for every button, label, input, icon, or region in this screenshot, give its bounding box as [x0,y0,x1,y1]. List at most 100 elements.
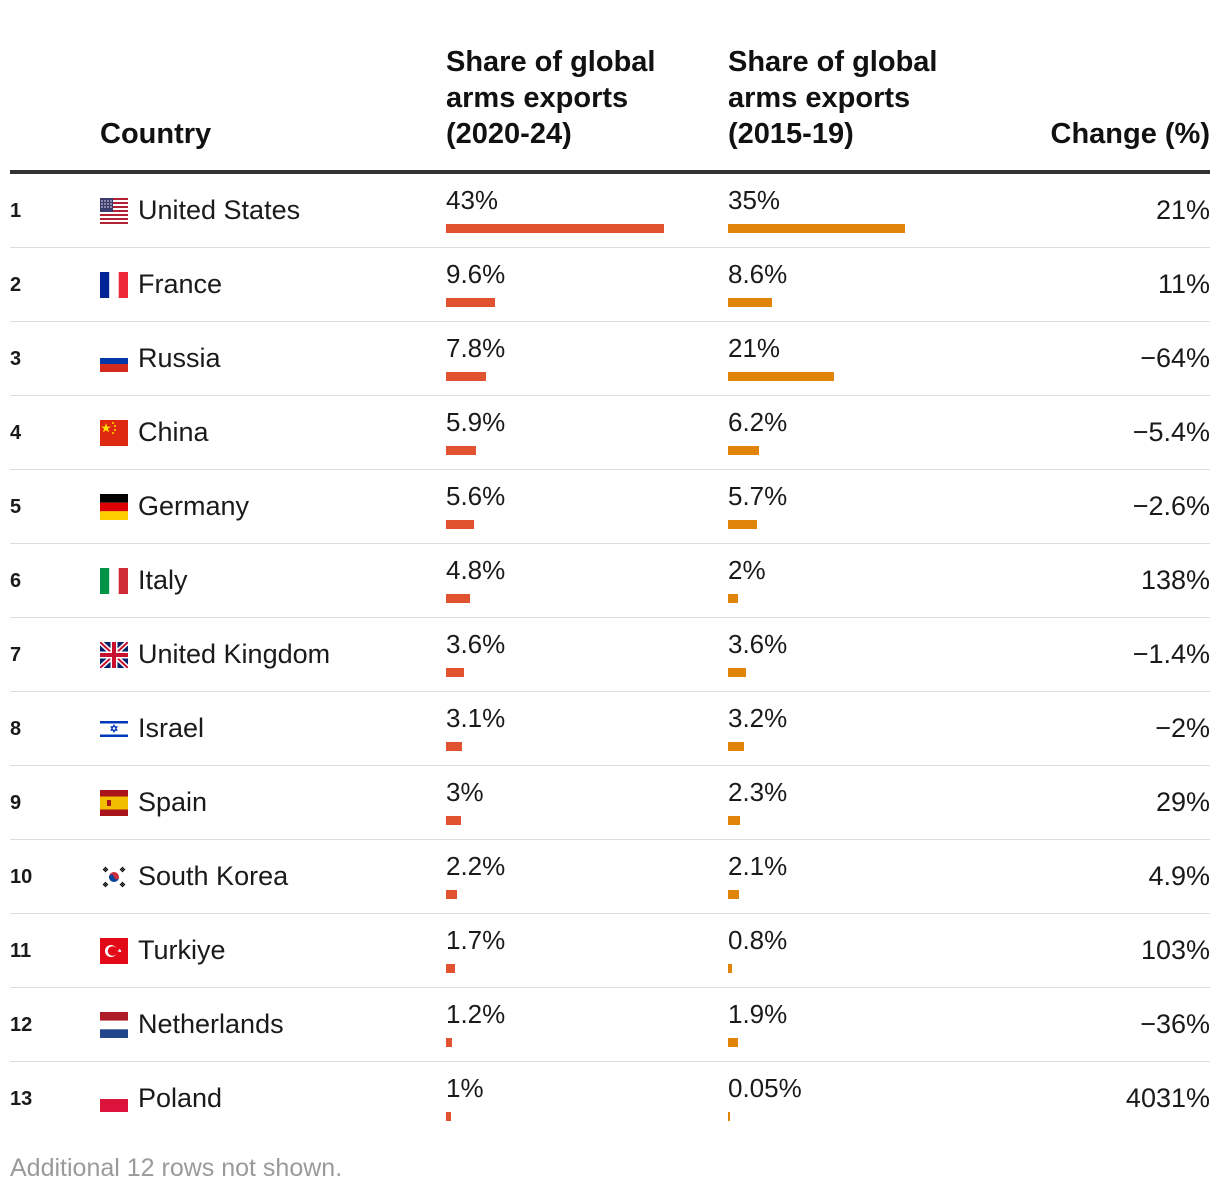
uk-flag-icon [100,642,128,668]
rank-label: 1 [10,200,22,222]
header-country[interactable]: Country [100,118,212,150]
share-2015-19-label: 2% [728,555,766,585]
poland-flag-icon [100,1086,128,1112]
share-2015-19-label: 0.05% [728,1073,802,1103]
italy-flag-icon [100,568,128,594]
change-value: −1.4% [1132,639,1210,669]
share-2015-19-bar [728,446,760,455]
country-name: Turkiye [138,935,226,965]
rank-label: 6 [10,570,22,592]
share-2015-19-bar [728,372,835,381]
share-2020-24-label: 5.9% [446,407,506,437]
netherlands-flag-icon [100,1012,128,1038]
share-2015-19-label: 8.6% [728,259,788,289]
share-2020-24-bar [446,594,471,603]
share-2015-19-bar [728,520,757,529]
share-2020-24-label: 1.7% [446,925,506,955]
table-row: 3 Russia 7.8% 21% −64% [10,322,1210,396]
table-row: 4 China 5.9% 6.2% −5.4% [10,396,1210,470]
change-value: 4031% [1125,1083,1210,1113]
country-name: Spain [138,787,208,817]
share-2015-19-bar [728,1112,730,1121]
share-2015-19-bar [728,1038,738,1047]
rank-label: 9 [10,792,22,814]
header-line: (2015-19) [728,118,854,150]
header-line: Share of global [728,46,938,78]
share-2020-24-bar [446,890,458,899]
share-2015-19-bar [728,742,745,751]
share-2015-19-label: 0.8% [728,925,788,955]
country-name: Italy [138,565,188,595]
change-value: 103% [1140,935,1210,965]
share-2015-19-label: 3.6% [728,629,788,659]
table-row: 12 Netherlands 1.2% 1.9% −36% [10,988,1210,1062]
share-2015-19-label: 2.3% [728,777,788,807]
france-flag-icon [100,272,128,298]
share-2020-24-label: 7.8% [446,333,506,363]
share-2020-24-bar [446,224,664,233]
table-row: 9 Spain 3% 2.3% 29% [10,766,1210,840]
share-2015-19-bar [728,224,906,233]
change-value: −2.6% [1132,491,1210,521]
share-2020-24-label: 3% [446,777,484,807]
share-2020-24-bar [446,520,475,529]
table-header: Country Share of global arms exports (20… [10,0,1210,174]
share-2020-24-bar [446,742,462,751]
country-name: United Kingdom [138,639,331,669]
share-2020-24-label: 3.6% [446,629,506,659]
share-2020-24-bar [446,298,495,307]
share-2020-24-label: 4.8% [446,555,506,585]
country-name: Netherlands [138,1009,284,1039]
share-2020-24-label: 5.6% [446,481,506,511]
share-2015-19-label: 2.1% [728,851,788,881]
russia-flag-icon [100,346,128,372]
rank-label: 12 [10,1014,33,1036]
israel-flag-icon [100,716,128,742]
rank-label: 10 [10,866,33,888]
rank-label: 7 [10,644,22,666]
country-name: Germany [138,491,250,521]
china-flag-icon [100,420,128,446]
country-name: France [138,269,223,299]
change-value: 11% [1157,269,1210,299]
share-2020-24-bar [446,1038,453,1047]
share-2020-24-bar [446,1112,452,1121]
header-line: Share of global [446,46,656,78]
germany-flag-icon [100,494,128,520]
spain-flag-icon [100,790,128,816]
rank-label: 8 [10,718,22,740]
share-2020-24-bar [446,964,455,973]
south-korea-flag-icon [100,864,128,890]
share-2020-24-label: 43% [446,185,499,215]
header-line: arms exports [728,82,911,114]
turkiye-flag-icon [100,938,128,964]
footnote: Additional 12 rows not shown. [10,1154,343,1182]
table-body: 1 United States 43% 35% 21% 2 France 9.6% 8.6% 11… [10,174,1210,1136]
table-row: 11 Turkiye 1.7% 0.8% 103% [10,914,1210,988]
share-2015-19-label: 1.9% [728,999,788,1029]
share-2015-19-bar [728,964,733,973]
header-line: (2020-24) [446,118,572,150]
header-change[interactable]: Change (%) [1050,118,1211,150]
change-value: −36% [1140,1009,1210,1039]
us-flag-icon [100,198,128,224]
rank-label: 13 [10,1088,33,1110]
change-value: 138% [1140,565,1210,595]
rank-label: 4 [10,422,22,444]
rank-label: 3 [10,348,22,370]
share-2015-19-label: 21% [728,333,781,363]
header-share-2020-24[interactable]: Share of global arms exports (2020-24) [446,44,706,152]
header-line: arms exports [446,82,629,114]
table-row: 2 France 9.6% 8.6% 11% [10,248,1210,322]
share-2020-24-label: 3.1% [446,703,506,733]
share-2020-24-label: 2.2% [446,851,506,881]
country-name: China [138,417,209,447]
share-2020-24-bar [446,372,486,381]
header-share-2015-19[interactable]: Share of global arms exports (2015-19) [728,44,988,152]
rank-label: 5 [10,496,22,518]
share-2020-24-bar [446,668,465,677]
share-2015-19-label: 5.7% [728,481,788,511]
share-2015-19-label: 6.2% [728,407,788,437]
change-value: −2% [1155,713,1210,743]
table-row: 7 United Kingdom 3.6% 3.6% −1.4% [10,618,1210,692]
